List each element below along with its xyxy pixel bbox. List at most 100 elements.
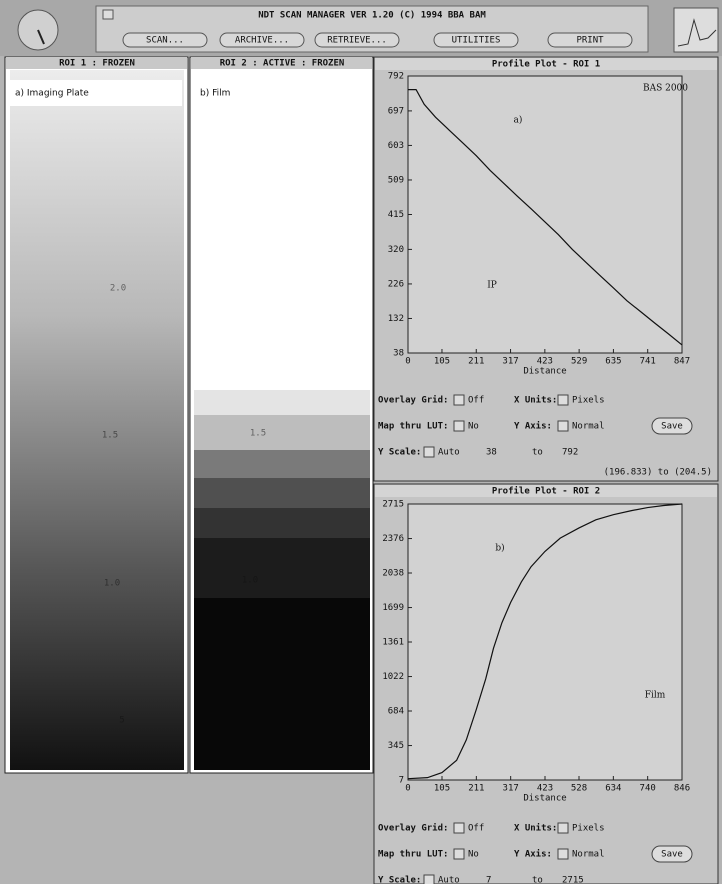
x-tick-label: 847 xyxy=(674,357,690,367)
toggle-label: No xyxy=(468,850,479,860)
toggle-label: Pixels xyxy=(572,824,605,834)
toggle[interactable] xyxy=(454,823,464,833)
y-tick-label: 132 xyxy=(388,314,404,324)
y-tick-label: 684 xyxy=(388,707,404,717)
annotation: IP xyxy=(487,281,497,291)
control-label: Map thru LUT: xyxy=(378,850,448,860)
toggle-label: Pixels xyxy=(572,396,605,406)
x-axis-label: Distance xyxy=(523,794,566,804)
control-label: Y Axis: xyxy=(514,421,552,432)
y-tick-label: 792 xyxy=(388,72,404,82)
x-tick-label: 741 xyxy=(640,357,656,367)
y-tick-label: 226 xyxy=(388,279,404,289)
roi-label: a) Imaging Plate xyxy=(15,89,89,99)
y-tick-label: 1699 xyxy=(382,603,404,613)
y-tick-label: 509 xyxy=(388,175,404,185)
menu-button-label[interactable]: ARCHIVE... xyxy=(235,36,289,46)
menu-button-label[interactable]: PRINT xyxy=(576,36,604,46)
y-tick-label: 38 xyxy=(393,349,404,359)
screen: NDT SCAN MANAGER VER 1.20 (C) 1994 BBA B… xyxy=(0,0,722,884)
toggle-label: No xyxy=(468,422,479,432)
film-step xyxy=(194,478,370,508)
x-tick-label: 105 xyxy=(434,784,450,794)
x-tick-label: 211 xyxy=(468,784,484,794)
control-label: X Units: xyxy=(514,395,557,406)
x-tick-label: 423 xyxy=(537,784,553,794)
control-label: to xyxy=(532,448,543,458)
control-label: 38 xyxy=(486,448,497,458)
annotation: b) xyxy=(495,543,504,554)
y-tick-label: 697 xyxy=(388,106,404,116)
x-tick-label: 635 xyxy=(605,357,621,367)
y-tick-label: 2376 xyxy=(382,534,404,544)
menu-button-label[interactable]: RETRIEVE... xyxy=(327,36,387,46)
menu-button-label[interactable]: UTILITIES xyxy=(452,36,501,46)
x-tick-label: 529 xyxy=(571,357,587,367)
toggle-label: Auto xyxy=(438,448,460,458)
control-label: to xyxy=(532,876,543,884)
annotation: Film xyxy=(645,691,666,701)
roi-label: b) Film xyxy=(200,89,230,99)
y-tick-label: 320 xyxy=(388,245,404,255)
toggle[interactable] xyxy=(424,875,434,884)
toggle[interactable] xyxy=(454,421,464,431)
control-label: Map thru LUT: xyxy=(378,422,448,432)
roi-title: ROI 1 : FROZEN xyxy=(59,59,135,69)
toggle[interactable] xyxy=(454,849,464,859)
control-label: Y Axis: xyxy=(514,849,552,860)
toggle[interactable] xyxy=(558,395,568,405)
save-label[interactable]: Save xyxy=(661,422,683,432)
annotation: BAS 2000 xyxy=(643,84,688,94)
toggle-label: Off xyxy=(468,396,484,406)
x-tick-label: 211 xyxy=(468,357,484,367)
control-label: 2715 xyxy=(562,876,584,884)
x-tick-label: 317 xyxy=(502,357,518,367)
control-label: Overlay Grid: xyxy=(378,395,448,406)
film-image xyxy=(194,390,370,770)
toggle[interactable] xyxy=(558,849,568,859)
control-label: Overlay Grid: xyxy=(378,823,448,834)
toggle[interactable] xyxy=(558,421,568,431)
step-mark: 1.5 xyxy=(102,431,118,441)
y-tick-label: 415 xyxy=(388,210,404,220)
y-tick-label: 345 xyxy=(388,741,404,751)
plot-title: Profile Plot - ROI 2 xyxy=(492,486,600,497)
x-tick-label: 740 xyxy=(640,784,656,794)
plot-area xyxy=(408,504,682,780)
film-step xyxy=(194,390,370,415)
plot-title: Profile Plot - ROI 1 xyxy=(492,59,600,70)
x-tick-label: 634 xyxy=(605,784,621,794)
toggle-label: Normal xyxy=(572,850,605,860)
x-tick-label: 105 xyxy=(434,357,450,367)
roi-title: ROI 2 : ACTIVE : FROZEN xyxy=(220,59,345,69)
toggle[interactable] xyxy=(558,823,568,833)
toggle[interactable] xyxy=(424,447,434,457)
y-tick-label: 1361 xyxy=(382,638,404,648)
x-tick-label: 846 xyxy=(674,784,690,794)
x-tick-label: 0 xyxy=(405,357,410,367)
toggle-label: Off xyxy=(468,824,484,834)
x-tick-label: 317 xyxy=(503,784,519,794)
film-step xyxy=(194,415,370,450)
film-step xyxy=(194,508,370,538)
toggle-label: Auto xyxy=(438,876,460,884)
toggle[interactable] xyxy=(454,395,464,405)
roi-image xyxy=(10,70,184,770)
control-label: Y Scale: xyxy=(378,448,421,458)
y-tick-label: 1022 xyxy=(382,672,404,682)
y-tick-label: 2715 xyxy=(382,500,404,510)
y-tick-label: 603 xyxy=(388,141,404,151)
annotation: a) xyxy=(514,115,523,126)
app-title: NDT SCAN MANAGER VER 1.20 (C) 1994 BBA B… xyxy=(258,11,486,21)
x-tick-label: 423 xyxy=(537,357,553,367)
window-menu[interactable] xyxy=(103,10,113,19)
step-mark: 5 xyxy=(119,716,124,726)
menu-button-label[interactable]: SCAN... xyxy=(146,36,184,46)
range-readout: (196.833) to (204.5) xyxy=(604,468,712,478)
y-tick-label: 2038 xyxy=(382,569,404,579)
save-label[interactable]: Save xyxy=(661,850,683,860)
y-tick-label: 7 xyxy=(399,776,404,786)
step-mark: 2.0 xyxy=(110,284,126,294)
control-label: 792 xyxy=(562,448,578,458)
control-label: Y Scale: xyxy=(378,876,421,884)
